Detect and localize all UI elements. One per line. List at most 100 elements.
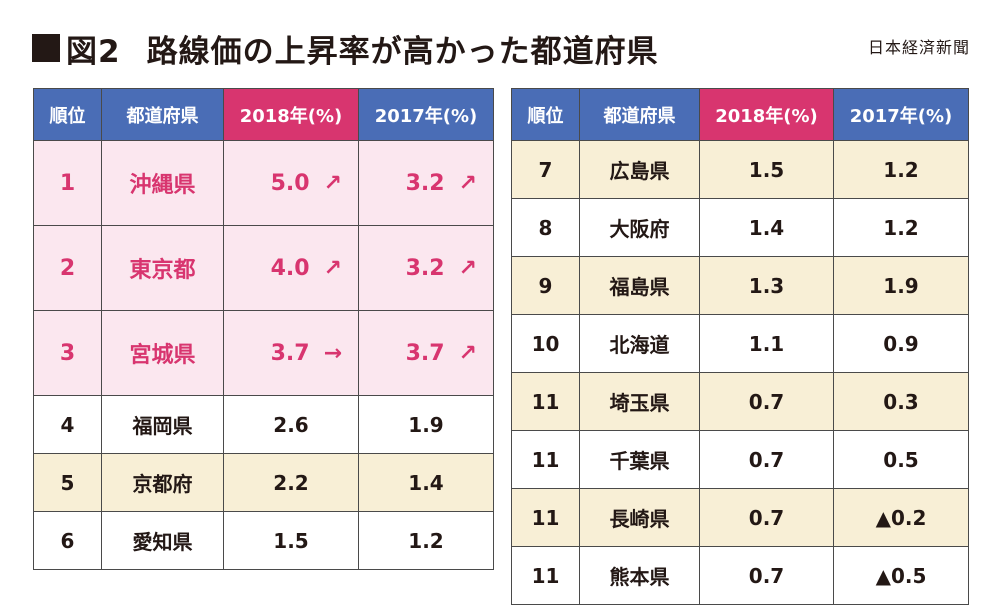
- up-right-arrow-icon: ↗: [323, 255, 342, 281]
- prefecture-cell: 大阪府: [579, 198, 700, 257]
- prefecture-cell: 北海道: [579, 314, 700, 373]
- table-row: 2 東京都 4.0 ↗ 3.2 ↗: [33, 225, 494, 311]
- rate-2017-cell: 0.5: [833, 430, 969, 489]
- prefecture-cell: 福島県: [579, 256, 700, 315]
- prefecture-cell: 埼玉県: [579, 372, 700, 431]
- rate-2018-cell-value: 1.5: [748, 157, 785, 182]
- col-header-2018: 2018年(%): [699, 88, 834, 141]
- rank-cell: 11: [511, 488, 580, 547]
- rate-2017-cell: 3.2 ↗: [358, 140, 494, 226]
- table-row: 7 広島県 1.5 1.2: [511, 140, 969, 199]
- rate-2018-cell-value: 5.0: [270, 170, 310, 196]
- rate-2018-cell: 0.7: [699, 372, 834, 431]
- rate-2018-cell: 4.0 ↗: [223, 225, 359, 311]
- rank-cell: 2: [33, 225, 102, 311]
- ranking-table-left: 順位 都道府県 2018年(%) 2017年(%) 1 沖縄県 5.0 ↗ 3.2 ↗ 2 東…: [33, 88, 494, 570]
- col-header-rank: 順位: [33, 88, 102, 141]
- rate-2017-cell: 1.9: [833, 256, 969, 315]
- col-header-2017: 2017年(%): [833, 88, 969, 141]
- rate-2018-cell: 0.7: [699, 430, 834, 489]
- rate-2018-cell-value: 2.6: [273, 412, 309, 437]
- prefecture-cell-value: 千葉県: [609, 449, 670, 473]
- up-right-arrow-icon: ↗: [458, 170, 477, 196]
- prefecture-cell-value: 沖縄県: [129, 173, 196, 198]
- rate-2017-cell-value: 1.2: [408, 528, 444, 553]
- rank-cell-value: 11: [531, 389, 560, 414]
- table-row: 9 福島県 1.3 1.9: [511, 256, 969, 315]
- square-bullet-icon: [32, 34, 60, 62]
- rate-2018-cell: 2.6: [223, 395, 359, 454]
- prefecture-cell: 宮城県: [101, 310, 224, 396]
- prefecture-cell-value: 福岡県: [132, 414, 193, 438]
- rank-cell-value: 7: [538, 157, 553, 182]
- prefecture-cell-value: 福島県: [609, 275, 670, 299]
- rank-cell-value: 11: [531, 447, 560, 472]
- right-arrow-icon: →: [323, 340, 342, 366]
- rate-2018-cell-value: 2.2: [273, 470, 309, 495]
- col-header-2018: 2018年(%): [223, 88, 359, 141]
- up-right-arrow-icon: ↗: [458, 340, 477, 366]
- rate-2018-cell-value: 1.1: [748, 331, 785, 356]
- rank-cell: 6: [33, 511, 102, 570]
- rank-cell-value: 1: [59, 170, 76, 196]
- rate-2017-cell-value: 1.4: [408, 470, 444, 495]
- table-row: 6 愛知県 1.5 1.2: [33, 511, 494, 570]
- rank-cell: 1: [33, 140, 102, 226]
- rate-2018-cell: 2.2: [223, 453, 359, 512]
- prefecture-cell-value: 愛知県: [132, 530, 193, 554]
- rate-2017-cell: ▲0.2: [833, 488, 969, 547]
- rate-2018-cell-value: 3.7: [270, 340, 310, 366]
- rank-cell-value: 11: [531, 505, 560, 530]
- rate-2017-cell-value: ▲0.5: [875, 563, 927, 588]
- prefecture-cell: 福岡県: [101, 395, 224, 454]
- rate-2017-cell: 1.2: [833, 140, 969, 199]
- rate-2018-cell-value: 1.3: [748, 273, 785, 298]
- rate-2017-cell: 1.4: [358, 453, 494, 512]
- table-row: 3 宮城県 3.7 → 3.7 ↗: [33, 310, 494, 396]
- prefecture-cell-value: 東京都: [129, 258, 196, 283]
- rate-2017-cell: 0.9: [833, 314, 969, 373]
- prefecture-cell: 沖縄県: [101, 140, 224, 226]
- rate-2018-cell-value: 1.5: [273, 528, 309, 553]
- rate-2018-cell-value: 0.7: [748, 447, 785, 472]
- table-row: 11 千葉県 0.7 0.5: [511, 430, 969, 489]
- col-header-prefecture: 都道府県: [579, 88, 700, 141]
- rate-2018-cell-value: 1.4: [748, 215, 785, 240]
- prefecture-cell: 熊本県: [579, 546, 700, 605]
- table-row: 4 福岡県 2.6 1.9: [33, 395, 494, 454]
- rate-2017-cell: 3.7 ↗: [358, 310, 494, 396]
- rate-2018-cell: 1.4: [699, 198, 834, 257]
- table-row: 11 熊本県 0.7 ▲0.5: [511, 546, 969, 605]
- rate-2017-cell: 1.2: [833, 198, 969, 257]
- prefecture-cell-value: 京都府: [132, 472, 193, 496]
- rate-2017-cell-value: 3.2: [405, 255, 445, 281]
- prefecture-cell: 愛知県: [101, 511, 224, 570]
- rank-cell: 3: [33, 310, 102, 396]
- table-header-row: 順位 都道府県 2018年(%) 2017年(%): [33, 88, 494, 141]
- figure-label: 図2: [66, 33, 121, 70]
- rate-2018-cell: 1.5: [699, 140, 834, 199]
- rank-cell: 10: [511, 314, 580, 373]
- chart-title: 図2 路線価の上昇率が高かった都道府県: [32, 20, 659, 76]
- prefecture-cell: 長崎県: [579, 488, 700, 547]
- up-right-arrow-icon: ↗: [323, 170, 342, 196]
- col-header-rank: 順位: [511, 88, 580, 141]
- rank-cell: 5: [33, 453, 102, 512]
- table-row: 1 沖縄県 5.0 ↗ 3.2 ↗: [33, 140, 494, 226]
- rank-cell-value: 6: [60, 528, 75, 553]
- col-header-prefecture: 都道府県: [101, 88, 224, 141]
- rate-2018-cell: 1.1: [699, 314, 834, 373]
- rate-2017-cell: 3.2 ↗: [358, 225, 494, 311]
- rank-cell: 4: [33, 395, 102, 454]
- rate-2017-cell: 1.9: [358, 395, 494, 454]
- prefecture-cell: 広島県: [579, 140, 700, 199]
- ranking-table-right: 順位 都道府県 2018年(%) 2017年(%) 7 広島県 1.5 1.2 8 大阪府…: [511, 88, 969, 605]
- prefecture-cell: 京都府: [101, 453, 224, 512]
- rank-cell: 8: [511, 198, 580, 257]
- rate-2018-cell: 5.0 ↗: [223, 140, 359, 226]
- rate-2017-cell-value: 0.5: [883, 447, 919, 472]
- prefecture-cell-value: 熊本県: [609, 565, 670, 589]
- rate-2017-cell-value: 1.9: [883, 273, 919, 298]
- rank-cell: 11: [511, 372, 580, 431]
- source-credit: 日本経済新聞: [867, 38, 970, 57]
